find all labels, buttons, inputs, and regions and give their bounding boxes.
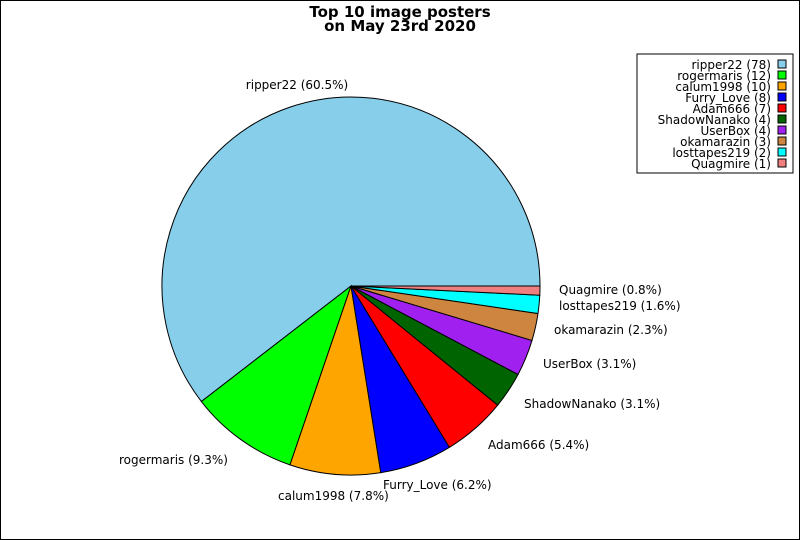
- legend-label-quagmire: Quagmire (1): [691, 157, 771, 171]
- slice-label-losttapes219: losttapes219 (1.6%): [559, 299, 681, 313]
- legend-box: [636, 53, 794, 174]
- legend-swatch-quagmire: [777, 158, 787, 168]
- legend-label-adam666: Adam666 (7): [693, 102, 771, 116]
- chart-title: Top 10 image posters on May 23rd 2020: [309, 3, 490, 35]
- legend-swatch-losttapes219: [777, 147, 787, 157]
- legend-swatch-rogermaris: [777, 70, 787, 80]
- slice-label-ripper22: ripper22 (60.5%): [246, 78, 348, 92]
- legend-label-calum1998: calum1998 (10): [675, 80, 771, 94]
- legend-swatch-adam666: [777, 103, 787, 113]
- pie-slices: [161, 96, 541, 476]
- legend-label-shadownanako: ShadowNanako (4): [658, 113, 771, 127]
- legend-label-losttapes219: losttapes219 (2): [672, 146, 771, 160]
- legend-swatch-furry-love: [777, 92, 787, 102]
- legend-swatch-ripper22: [777, 59, 787, 69]
- legend-label-userbox: UserBox (4): [701, 124, 771, 138]
- slice-label-shadownanako: ShadowNanako (3.1%): [524, 397, 660, 411]
- slice-label-userbox: UserBox (3.1%): [543, 357, 636, 371]
- pie-slice-ripper22: [161, 96, 541, 403]
- slice-label-calum1998: calum1998 (7.8%): [278, 489, 389, 503]
- legend-label-furry-love: Furry_Love (8): [685, 91, 771, 105]
- legend-swatch-shadownanako: [777, 114, 787, 124]
- slice-label-rogermaris: rogermaris (9.3%): [119, 453, 228, 467]
- pie-slice-rogermaris: [200, 284, 353, 466]
- slice-labels: ripper22 (60.5%) rogermaris (9.3%) calum19…: [119, 78, 681, 503]
- pie-slice-quagmire: [350, 285, 541, 296]
- slice-label-okamarazin: okamarazin (2.3%): [554, 323, 668, 337]
- legend-swatch-calum1998: [777, 81, 787, 91]
- legend-swatch-okamarazin: [777, 136, 787, 146]
- legend-swatch-userbox: [777, 125, 787, 135]
- legend: ripper22 (78)rogermaris (12)calum1998 (1…: [636, 53, 794, 174]
- chart-title-line-1: Top 10 image posters: [309, 3, 490, 21]
- slice-label-furry-love: Furry_Love (6.2%): [383, 478, 492, 492]
- legend-label-rogermaris: rogermaris (12): [677, 69, 771, 83]
- legend-label-okamarazin: okamarazin (3): [680, 135, 771, 149]
- slice-label-adam666: Adam666 (5.4%): [488, 438, 589, 452]
- legend-label-ripper22: ripper22 (78): [691, 58, 771, 72]
- chart-title-line-2: on May 23rd 2020: [324, 17, 476, 35]
- slice-label-quagmire: Quagmire (0.8%): [559, 283, 662, 297]
